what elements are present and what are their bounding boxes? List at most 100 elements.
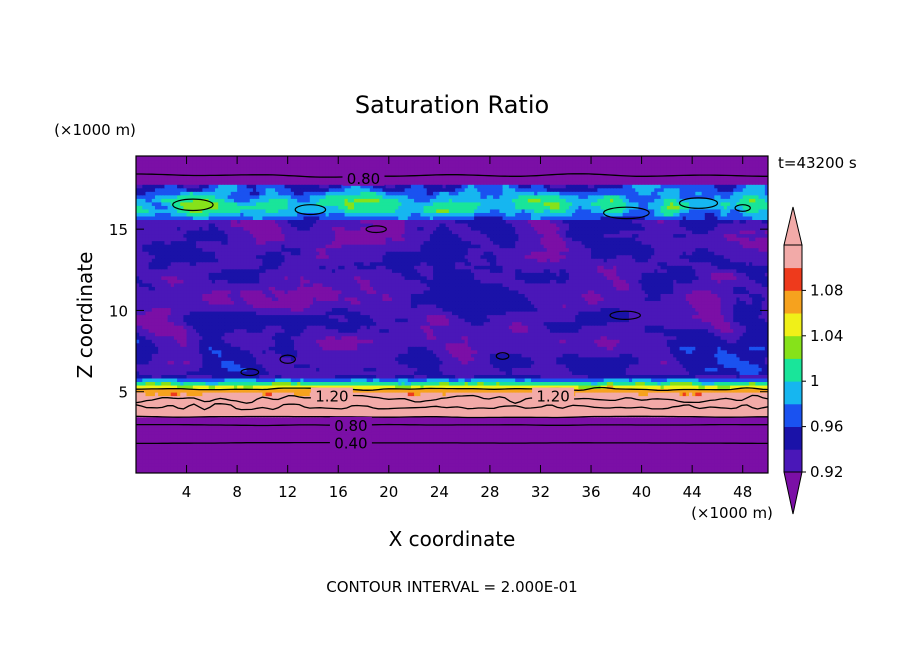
field-cell <box>192 451 197 456</box>
field-cell <box>733 469 737 473</box>
field-cell <box>328 455 333 460</box>
field-cell <box>391 451 396 456</box>
field-cell <box>297 458 301 464</box>
field-cell <box>521 469 526 473</box>
field-cell <box>464 416 469 421</box>
field-cell <box>470 395 475 400</box>
field-cell <box>139 402 143 407</box>
field-cell <box>682 458 687 464</box>
field-cell <box>745 455 750 460</box>
field-cell <box>638 444 643 449</box>
field-cell <box>742 395 747 400</box>
field-cell <box>196 437 200 442</box>
field-cell <box>410 423 415 428</box>
field-cell <box>458 469 463 473</box>
field-cell <box>303 416 308 421</box>
field-cell <box>319 430 324 435</box>
field-cell <box>173 430 178 435</box>
field-cell <box>489 423 494 428</box>
field-cell <box>429 391 434 397</box>
field-cell <box>189 409 194 414</box>
field-cell <box>458 465 463 471</box>
field-cell <box>663 416 668 421</box>
field-cell <box>663 427 668 432</box>
field-cell <box>578 423 583 428</box>
field-cell <box>736 420 741 425</box>
field-cell <box>502 413 507 418</box>
field-cell <box>227 444 232 449</box>
field-cell <box>584 462 589 467</box>
field-cell <box>670 434 674 439</box>
field-cell <box>316 451 320 456</box>
field-cell <box>164 420 169 425</box>
field-cell <box>730 451 734 456</box>
field-cell <box>221 451 226 456</box>
field-cell <box>417 427 421 432</box>
field-cell <box>211 465 216 471</box>
field-cell <box>297 427 301 432</box>
field-cell <box>139 451 143 456</box>
field-cell <box>736 391 741 397</box>
field-cell <box>379 399 384 404</box>
field-cell <box>290 395 295 400</box>
field-cell <box>698 455 703 460</box>
field-cell <box>316 455 320 460</box>
field-cell <box>461 462 466 467</box>
field-cell <box>224 434 229 439</box>
field-cell <box>723 395 728 400</box>
field-cell <box>489 437 494 442</box>
field-cell <box>480 434 485 439</box>
field-cell <box>439 402 444 407</box>
field-cell <box>682 413 687 418</box>
field-cell <box>512 427 516 432</box>
field-cell <box>303 413 308 418</box>
field-cell <box>145 458 150 464</box>
field-cell <box>278 441 282 446</box>
field-cell <box>281 434 286 439</box>
field-cell <box>739 434 744 439</box>
field-cell <box>366 451 371 456</box>
field-cell <box>246 406 251 411</box>
field-cell <box>458 423 463 428</box>
field-cell <box>445 423 450 428</box>
field-cell <box>167 437 172 442</box>
field-cell <box>635 437 640 442</box>
field-cell <box>281 391 286 397</box>
field-cell <box>376 430 380 435</box>
field-cell <box>543 469 548 473</box>
field-cell <box>306 437 311 442</box>
field-cell <box>376 413 380 418</box>
field-cell <box>170 437 175 442</box>
field-cell <box>704 430 709 435</box>
field-cell <box>139 469 143 473</box>
field-cell <box>578 430 583 435</box>
field-cell <box>720 423 725 428</box>
field-cell <box>594 458 598 464</box>
field-cell <box>546 462 551 467</box>
field-cell <box>461 391 466 397</box>
field-cell <box>192 458 197 464</box>
field-cell <box>154 465 159 471</box>
field-cell <box>294 444 298 449</box>
field-cell <box>180 395 184 400</box>
field-cell <box>559 402 564 407</box>
field-cell <box>733 444 737 449</box>
field-cell <box>227 458 232 464</box>
field-cell <box>215 451 219 456</box>
field-cell <box>221 395 226 400</box>
field-cell <box>584 423 589 428</box>
field-cell <box>196 462 200 467</box>
field-cell <box>619 402 624 407</box>
field-cell <box>543 402 548 407</box>
field-cell <box>423 395 428 400</box>
field-cell <box>297 391 301 397</box>
field-cell <box>395 437 399 442</box>
field-cell <box>540 416 545 421</box>
field-cell <box>764 430 768 435</box>
field-cell <box>540 448 545 453</box>
field-cell <box>404 391 409 397</box>
field-cell <box>553 402 557 407</box>
field-cell <box>467 427 472 432</box>
field-cell <box>139 399 143 404</box>
field-cell <box>458 462 463 467</box>
